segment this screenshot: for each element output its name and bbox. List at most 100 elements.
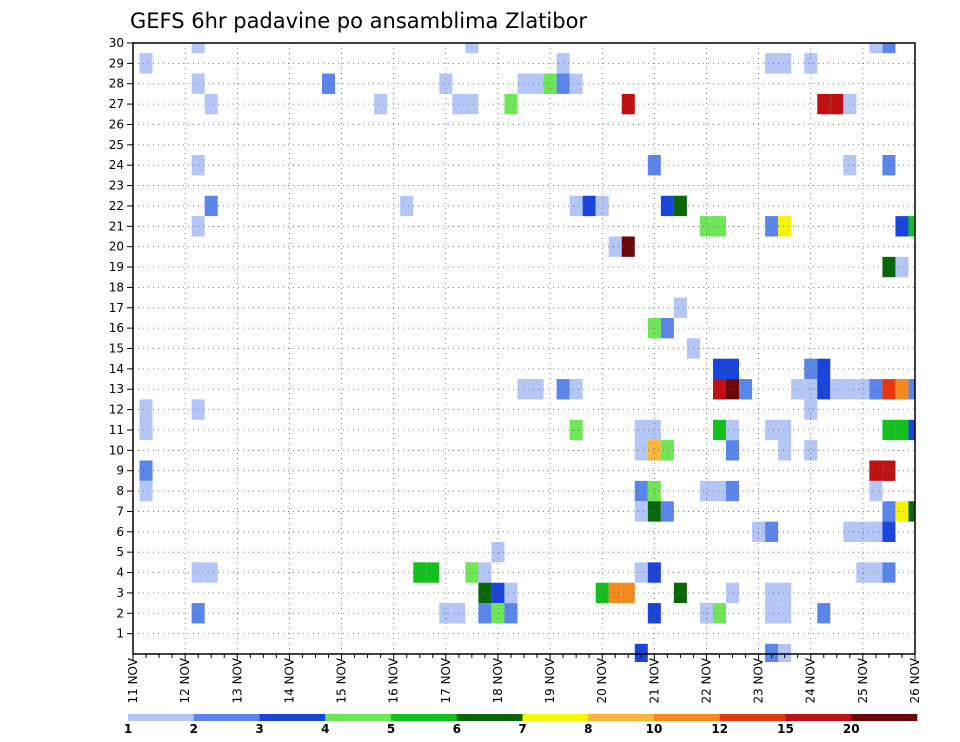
y-tick-label: 5 (116, 545, 124, 559)
y-tick-label: 12 (109, 403, 124, 417)
heatmap-cell (647, 562, 661, 583)
heatmap-cell (569, 195, 583, 217)
heatmap-cell (726, 358, 740, 380)
heatmap-cell (843, 93, 857, 115)
colorbar-tick-label: 15 (777, 722, 794, 736)
colorbar: 1 2 3 4 5 6 7 8 10 12 15 20 (124, 714, 918, 736)
heatmap-cell (882, 43, 896, 54)
heatmap-cell (634, 562, 648, 583)
colorbar-swatch (719, 714, 786, 721)
heatmap-cell (804, 379, 818, 400)
heatmap-cell (765, 53, 779, 74)
y-tick-label: 27 (109, 97, 124, 111)
heatmap-cell (139, 480, 153, 502)
colorbar-swatch (325, 714, 392, 721)
colorbar-swatch (128, 714, 195, 721)
y-tick-label: 19 (109, 260, 124, 274)
heatmap-cell (778, 603, 792, 624)
heatmap-cell (530, 379, 544, 400)
heatmap-cell (869, 521, 883, 542)
chart-title: GEFS 6hr padavine po ansamblima Zlatibor (130, 9, 587, 33)
x-tick-label: 20 NOV (595, 657, 609, 703)
heatmap-cell (726, 440, 740, 461)
heatmap-cell (908, 419, 915, 441)
y-tick-label: 20 (109, 240, 124, 254)
heatmap-cell (465, 562, 479, 583)
heatmap-cell (595, 582, 609, 604)
y-tick-label: 17 (109, 301, 124, 315)
heatmap-cell (673, 297, 687, 318)
y-tick-label: 10 (109, 443, 124, 457)
y-tick-label: 15 (109, 342, 124, 356)
x-tick-label: 22 NOV (699, 657, 713, 703)
heatmap-cell (778, 419, 792, 441)
heatmap-cell (699, 480, 713, 502)
y-tick-label: 13 (109, 382, 124, 396)
colorbar-swatch (654, 714, 721, 721)
heatmap-cell (843, 521, 857, 542)
heatmap-cell (478, 582, 492, 604)
y-tick-label: 11 (109, 423, 124, 437)
x-tick-label: 13 NOV (230, 657, 244, 703)
heatmap-cell (739, 379, 753, 400)
heatmap-cell (504, 582, 518, 604)
heatmap-cell (726, 419, 740, 441)
colorbar-tick-label: 10 (646, 722, 663, 736)
heatmap-cell (647, 501, 661, 522)
heatmap-cell (491, 541, 505, 563)
heatmap-cell (830, 379, 844, 400)
heatmap-cell (765, 419, 779, 441)
colorbar-swatch (193, 714, 260, 721)
heatmap-cell (400, 195, 414, 217)
y-tick-label: 8 (116, 484, 124, 498)
y-tick-label: 26 (109, 117, 124, 131)
colorbar-swatch (851, 714, 918, 721)
heatmap-cell (191, 43, 205, 54)
heatmap-cell (647, 480, 661, 502)
y-tick-label: 1 (116, 627, 124, 641)
x-tick-label: 26 NOV (908, 657, 922, 703)
heatmap-cell (634, 501, 648, 522)
heatmap-cell (869, 379, 883, 400)
heatmap-cell (895, 256, 909, 278)
heatmap-cell (660, 317, 674, 339)
x-tick-label: 12 NOV (178, 657, 192, 703)
y-tick-label: 23 (109, 179, 124, 193)
heatmap-cell (778, 53, 792, 74)
heatmap-cell (204, 562, 218, 583)
colorbar-tick-label: 5 (387, 722, 395, 736)
heatmap-cell (830, 93, 844, 115)
y-axis-ticks: 1234567891011121314151617181920212223242… (109, 36, 133, 641)
y-tick-label: 21 (109, 219, 124, 233)
heatmap-cells (139, 43, 915, 662)
heatmap-cell (908, 501, 915, 522)
heatmap-cell (478, 562, 492, 583)
heatmap-cell (765, 603, 779, 624)
heatmap-cell (726, 480, 740, 502)
x-tick-label: 17 NOV (439, 657, 453, 703)
heatmap-cell (869, 562, 883, 583)
heatmap-cell (778, 643, 792, 662)
heatmap-cell (204, 93, 218, 115)
y-tick-label: 6 (116, 525, 124, 539)
y-tick-label: 16 (109, 321, 124, 335)
heatmap-cell (726, 582, 740, 604)
heatmap-cell (647, 155, 661, 176)
heatmap-cell (634, 643, 648, 662)
y-tick-label: 28 (109, 77, 124, 91)
heatmap-cell (374, 93, 388, 115)
colorbar-swatch (456, 714, 523, 721)
heatmap-cell (595, 195, 609, 217)
x-tick-label: 14 NOV (282, 657, 296, 703)
colorbar-tick-label: 7 (518, 722, 526, 736)
y-tick-label: 22 (109, 199, 124, 213)
heatmap-cell (712, 419, 727, 441)
heatmap-cell (908, 216, 915, 237)
heatmap-cell (582, 195, 596, 217)
heatmap-cell (869, 43, 883, 54)
heatmap-cell (804, 399, 818, 420)
heatmap-cell (895, 501, 909, 522)
heatmap-cell (908, 379, 915, 400)
heatmap-cell (660, 440, 674, 461)
heatmap-cell (778, 216, 792, 237)
